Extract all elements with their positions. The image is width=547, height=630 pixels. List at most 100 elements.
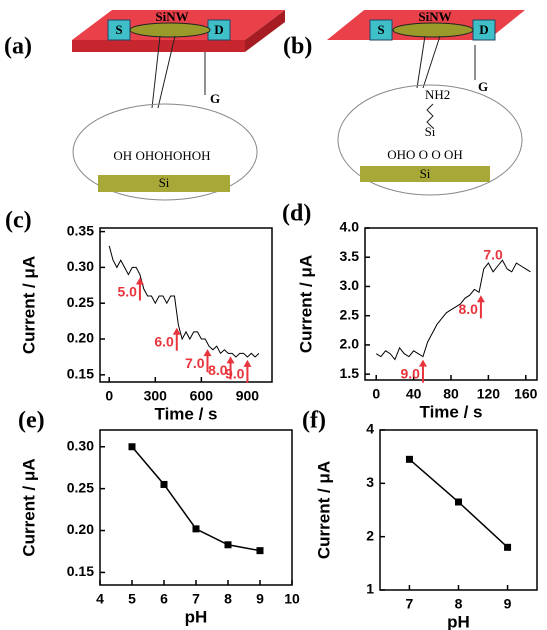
annotation: 7.0 (185, 355, 205, 371)
zoom-line (416, 35, 426, 89)
annotation-arrowhead (203, 349, 212, 357)
wire-text: SiNW (155, 9, 188, 24)
x-tick-label: 0 (105, 388, 113, 404)
linker-atom-text: Si (425, 124, 436, 139)
panel-label: (b) (283, 34, 312, 60)
panel-label: (a) (4, 34, 32, 60)
annotation: 9.0 (225, 366, 245, 382)
x-tick-label: 900 (236, 388, 260, 404)
x-tick-label: 6 (160, 591, 168, 607)
y-tick-label: 3 (366, 474, 374, 490)
annotation-arrowhead (476, 295, 485, 303)
y-tick-label: 0.35 (67, 222, 94, 238)
linker-text: NH2 (425, 87, 450, 102)
data-point (455, 498, 462, 506)
x-axis-title: pH (447, 612, 470, 630)
x-tick-label: 5 (128, 591, 136, 607)
x-tick-label: 7 (192, 591, 200, 607)
x-axis-title: Time / s (420, 402, 483, 421)
y-tick-label: 1 (366, 581, 374, 597)
y-tick-label: 1.5 (340, 365, 360, 381)
gate-text: G (478, 79, 488, 94)
annotation: 9.0 (400, 365, 420, 381)
plot-frame (379, 429, 538, 591)
y-axis-title: Current / μA (19, 256, 38, 354)
plot-frame (99, 227, 273, 383)
substrate (360, 166, 490, 182)
zoom-line (157, 35, 176, 109)
x-tick-label: 9 (256, 591, 264, 607)
x-tick-label: 7 (406, 596, 414, 612)
diagram-b: (b) S D SiNW G NH2 Si OHO O O OH Si (283, 9, 526, 196)
source-text: S (115, 22, 122, 37)
annotation: 8.0 (458, 301, 478, 317)
data-point (160, 480, 168, 488)
groups-text: OHO O O OH (387, 147, 462, 162)
y-tick-label: 0.15 (67, 366, 94, 382)
x-tick-label: 0 (372, 386, 380, 402)
nanowire (392, 22, 474, 38)
x-tick-label: 300 (144, 388, 168, 404)
x-tick-label: 600 (190, 388, 214, 404)
annotation: 5.0 (117, 283, 137, 299)
annotation-arrowhead (418, 359, 427, 367)
drain-text: D (479, 22, 488, 37)
diagram-a: (a) S D SiNW G OH OHOHOHOH Si (4, 9, 285, 201)
y-tick-label: 0.15 (67, 563, 94, 579)
plot-frame (364, 227, 538, 381)
panel-label: (f) (302, 408, 326, 434)
substrate-text: Si (420, 166, 431, 181)
panel-label: (c) (5, 208, 32, 234)
x-tick-label: 4 (96, 591, 104, 607)
drain-text: D (214, 22, 223, 37)
zoom-circle (72, 103, 258, 201)
annotation-arrowhead (135, 277, 144, 285)
linker-chain (426, 103, 434, 129)
y-tick-label: 0.20 (67, 330, 94, 346)
x-tick-label: 120 (477, 386, 501, 402)
panel-label: (d) (282, 201, 311, 227)
source-text: S (377, 22, 384, 37)
data-point (192, 525, 200, 533)
annotation-arrowhead (243, 359, 252, 367)
y-tick-label: 0.20 (67, 521, 94, 537)
plot-frame (99, 429, 293, 586)
zoom-line (422, 35, 441, 89)
substrate (98, 175, 230, 192)
y-tick-label: 0.30 (67, 437, 94, 453)
y-tick-label: 2 (366, 527, 374, 543)
groups-text: OH OHOHOHOH (113, 148, 210, 163)
x-tick-label: 80 (443, 386, 459, 402)
x-axis-title: Time / s (155, 404, 218, 423)
zoom-circle (337, 84, 523, 196)
x-tick-label: 10 (284, 591, 300, 607)
data-line (131, 446, 261, 552)
x-tick-label: 40 (406, 386, 422, 402)
gate-text: G (210, 91, 220, 106)
y-tick-label: 0.25 (67, 479, 94, 495)
y-tick-label: 3.0 (340, 277, 360, 293)
x-tick-label: 8 (455, 596, 463, 612)
y-axis-title: Current / μA (19, 458, 38, 556)
data-line (375, 259, 531, 361)
annotation: 8.0 (208, 362, 228, 378)
annotation: 6.0 (154, 333, 174, 349)
panel-label: (e) (18, 408, 45, 434)
y-tick-label: 4 (366, 421, 374, 437)
annotation: 7.0 (483, 247, 503, 263)
y-tick-label: 2.5 (340, 306, 360, 322)
data-point (128, 443, 136, 451)
y-tick-label: 3.5 (340, 248, 360, 264)
source-pad (369, 19, 393, 41)
data-line (108, 245, 260, 358)
annotation-arrowhead (172, 327, 181, 335)
y-axis-title: Current / μA (314, 461, 333, 559)
annotation-arrowhead (226, 356, 235, 364)
wire-text: SiNW (418, 9, 451, 24)
y-tick-label: 2.0 (340, 336, 360, 352)
y-tick-label: 4.0 (340, 219, 360, 235)
y-tick-label: 0.30 (67, 258, 94, 274)
data-point (504, 543, 512, 551)
zoom-line (151, 35, 161, 109)
